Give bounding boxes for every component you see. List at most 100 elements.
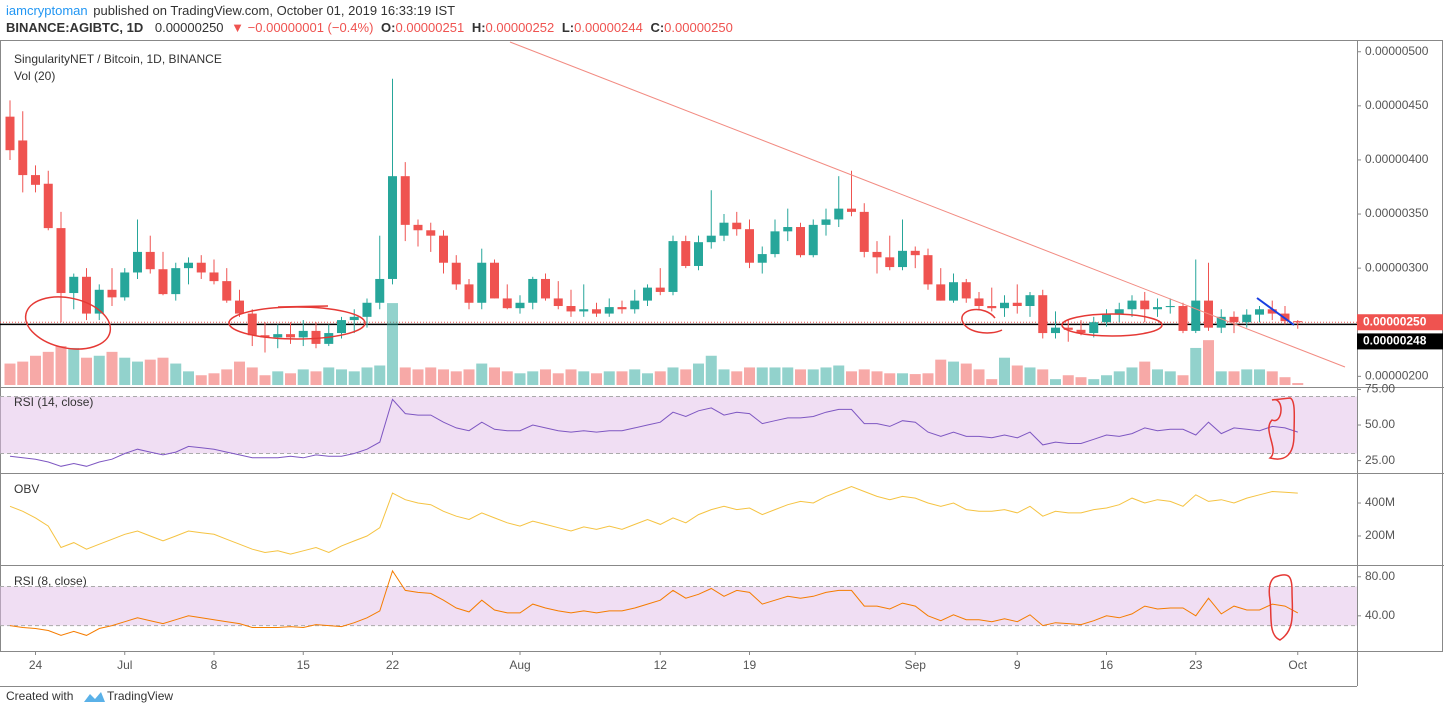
- candle-body: [1038, 295, 1048, 334]
- pane-title: RSI (8, close): [14, 574, 87, 588]
- volume-bar: [705, 355, 717, 385]
- highlight-circle[interactable]: [21, 290, 116, 357]
- candle-body: [1216, 316, 1226, 328]
- volume-bar: [374, 365, 386, 385]
- volume-bar: [603, 371, 615, 385]
- rsi-highlight[interactable]: [1268, 397, 1296, 460]
- x-tick-label: 8: [211, 658, 218, 672]
- volume-bar: [846, 371, 857, 385]
- price-label-box: [1357, 314, 1443, 331]
- candle-body: [490, 262, 499, 299]
- x-tick-label: 24: [29, 658, 43, 672]
- volume-bar: [221, 369, 233, 385]
- candle-body: [1255, 309, 1264, 315]
- candle-body: [757, 254, 767, 263]
- candle-body: [222, 281, 232, 301]
- volume-bar: [259, 375, 271, 385]
- candle-body: [375, 278, 385, 303]
- volume-bar: [1292, 383, 1304, 385]
- candle-body: [426, 230, 436, 236]
- candle-body: [145, 251, 155, 270]
- volume-bar: [1228, 371, 1240, 385]
- candle-body: [719, 222, 729, 236]
- y-tick-label: 200M: [1365, 528, 1395, 542]
- candle-body: [439, 235, 448, 263]
- h-label: H:: [472, 20, 486, 35]
- candle-body: [120, 272, 130, 298]
- highlight-circle[interactable]: [961, 308, 1003, 334]
- volume-bar: [1203, 340, 1214, 385]
- candle-body: [413, 224, 423, 231]
- author[interactable]: iamcryptoman: [6, 3, 88, 18]
- candle-body: [1089, 322, 1099, 334]
- y-tick-label: 80.00: [1365, 569, 1395, 583]
- tradingview-logo: [84, 692, 105, 702]
- price: 0.00000250: [155, 20, 224, 35]
- rsi-highlight[interactable]: [1268, 574, 1294, 641]
- candle-body: [1267, 309, 1277, 314]
- volume-bar: [323, 367, 335, 385]
- candle-body: [1012, 302, 1022, 307]
- c-value: 0.00000250: [664, 20, 733, 35]
- candle-body: [247, 313, 257, 336]
- candle-body: [464, 284, 474, 303]
- pane-title: OBV: [14, 482, 39, 496]
- volume-bar: [285, 373, 296, 385]
- candle-body: [745, 229, 754, 263]
- footer-brand[interactable]: TradingView: [107, 689, 173, 703]
- candle-body: [936, 284, 946, 301]
- candle-body: [1000, 302, 1009, 309]
- volume-bar: [680, 369, 692, 385]
- volume-bar: [387, 303, 398, 385]
- candle-body: [133, 251, 142, 273]
- x-tick-label: 19: [743, 658, 757, 672]
- volume-bar: [973, 369, 985, 385]
- highlight-circle[interactable]: [1061, 313, 1163, 337]
- candle-body: [655, 287, 665, 292]
- candle-body: [974, 298, 984, 307]
- volume-bar: [654, 371, 666, 385]
- volume-bar: [310, 371, 322, 385]
- candle-body: [235, 300, 244, 314]
- volume-bar: [731, 371, 743, 385]
- volume-bar: [170, 363, 182, 385]
- volume-bar: [361, 367, 373, 385]
- volume-bar: [399, 367, 411, 385]
- blue-arrow-line[interactable]: [1256, 297, 1295, 326]
- candle-body: [566, 306, 576, 312]
- volume-bar: [4, 363, 16, 385]
- volume-bar: [858, 369, 870, 385]
- volume-bar: [986, 379, 998, 385]
- highlight-stroke[interactable]: [277, 305, 329, 308]
- indicator-line: [9, 485, 1298, 555]
- candle-body: [94, 289, 104, 314]
- volume-bar: [272, 371, 284, 385]
- x-tick-label: 16: [1100, 658, 1114, 672]
- volume-bar: [132, 361, 143, 385]
- volume-bar: [412, 369, 424, 385]
- candle-body: [1242, 314, 1252, 323]
- pane-title: RSI (14, close): [14, 395, 93, 409]
- trend-line[interactable]: [509, 41, 1346, 368]
- candle-body: [1229, 316, 1239, 323]
- candle-body: [643, 287, 652, 301]
- candle-body: [604, 307, 614, 314]
- volume-bar: [157, 357, 169, 385]
- candle-body: [260, 335, 270, 338]
- candle-body: [5, 116, 15, 151]
- volume-bar: [68, 347, 80, 385]
- price-label: 0.00000250: [1363, 314, 1427, 328]
- volume-bar: [1075, 377, 1087, 385]
- candle-body: [196, 262, 206, 273]
- volume-bar: [1164, 371, 1176, 385]
- candle-body: [808, 224, 818, 256]
- candle-body: [961, 282, 971, 299]
- candle-body: [18, 140, 28, 176]
- candle-body: [885, 257, 895, 268]
- candle-body: [311, 330, 321, 344]
- candle-body: [579, 309, 589, 312]
- volume-bar: [769, 367, 781, 385]
- candle-body: [706, 235, 716, 243]
- candle-body: [477, 262, 487, 303]
